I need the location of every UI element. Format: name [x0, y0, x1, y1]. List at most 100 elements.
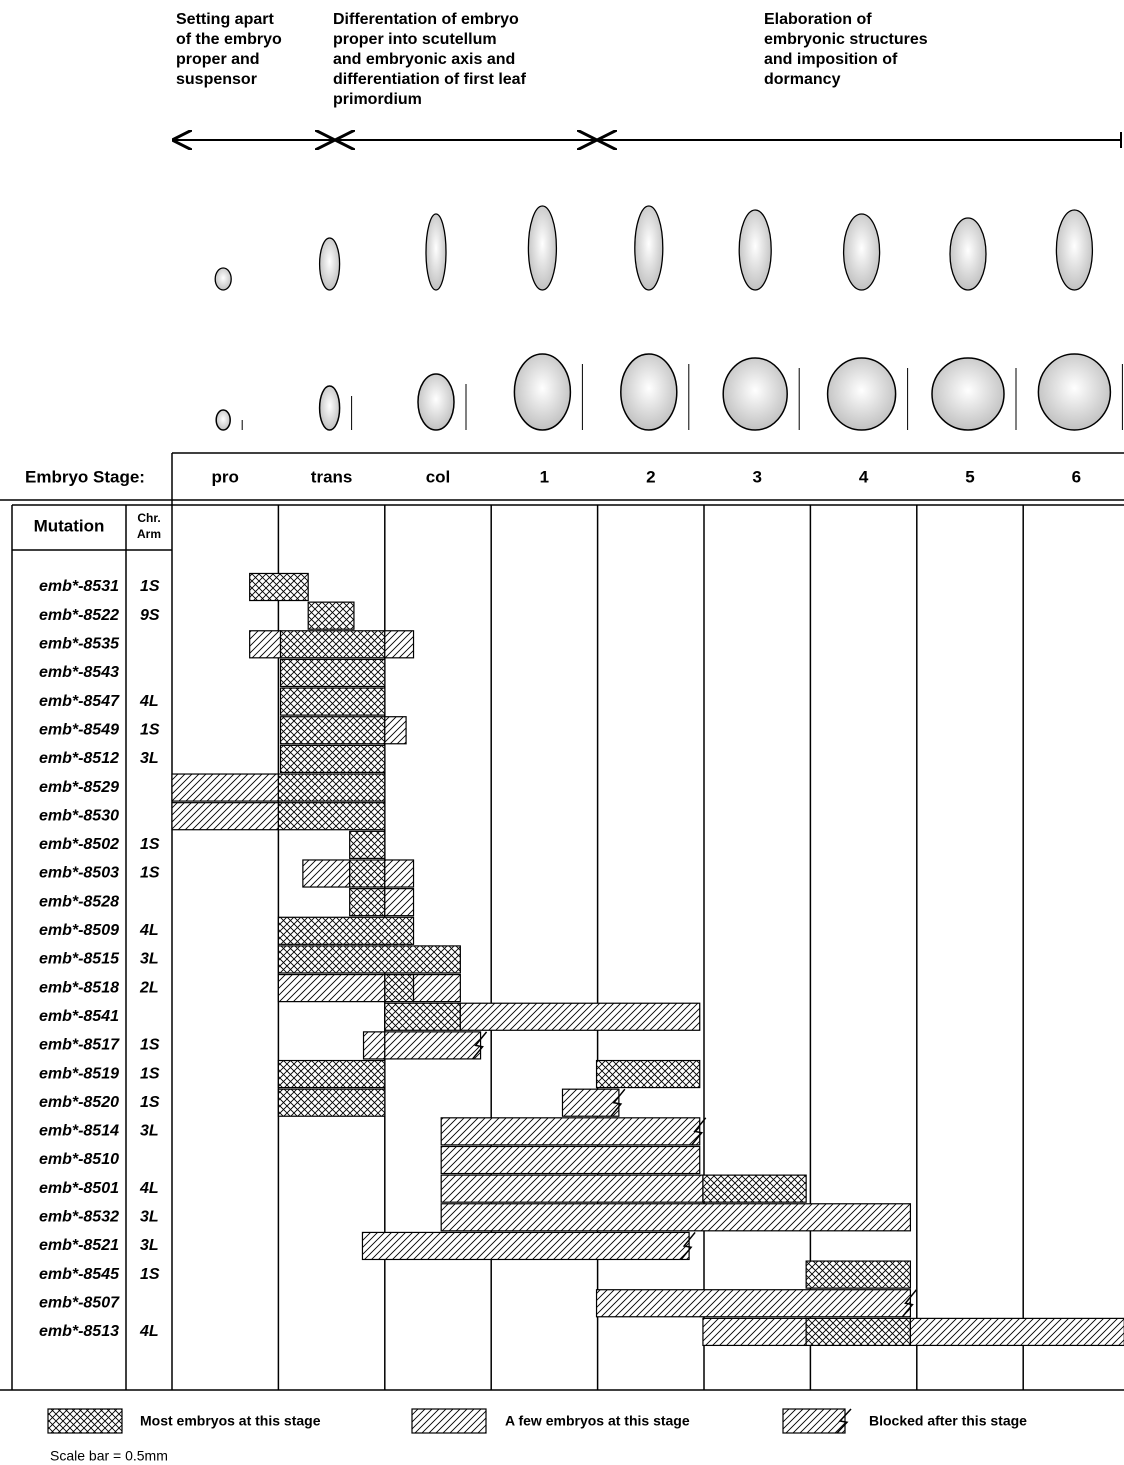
- stage-bar: [250, 573, 309, 600]
- embryo-face: [932, 358, 1004, 430]
- stage-bar: [385, 860, 414, 887]
- stage-name: col: [426, 467, 451, 486]
- mutation-name: emb*-8547: [39, 693, 120, 710]
- stage-bar: [350, 889, 385, 916]
- mutation-name: emb*-8541: [39, 1008, 119, 1025]
- stage-bar: [308, 602, 354, 629]
- chromosome-arm: 1S: [140, 1065, 160, 1082]
- chromosome-arm: 1S: [140, 1094, 160, 1111]
- stage-bar: [281, 717, 385, 744]
- chromosome-arm: 2L: [139, 979, 159, 996]
- stage-bar: [806, 1261, 910, 1288]
- stage-bar: [278, 917, 413, 944]
- mutation-name: emb*-8514: [39, 1123, 119, 1140]
- mutation-name: emb*-8528: [39, 893, 119, 910]
- mutation-name: emb*-8531: [39, 578, 119, 595]
- stage-bar: [278, 1061, 384, 1088]
- chromosome-arm: 1S: [140, 1266, 160, 1283]
- stage-bar: [441, 1175, 703, 1202]
- chromosome-arm: 1S: [140, 1037, 160, 1054]
- mutation-name: emb*-8518: [39, 979, 119, 996]
- embryo-side: [1056, 210, 1092, 290]
- mutation-name: emb*-8501: [39, 1180, 119, 1197]
- chromosome-arm: 3L: [140, 1123, 159, 1140]
- chromosome-arm: 3L: [140, 1209, 159, 1226]
- stage-bar: [806, 1318, 910, 1345]
- mutation-name: emb*-8549: [39, 721, 119, 738]
- embryo-side: [320, 238, 340, 290]
- embryo-face: [1038, 354, 1110, 430]
- legend-swatch: [412, 1409, 486, 1433]
- arm-header: Chr.: [137, 511, 160, 525]
- embryo-side: [426, 214, 446, 290]
- stage-bar: [385, 975, 414, 1002]
- mutation-name: emb*-8530: [39, 807, 119, 824]
- mutation-name: emb*-8503: [39, 865, 119, 882]
- chromosome-arm: 4L: [139, 1323, 159, 1340]
- phase-text: proper into scutellum: [333, 31, 497, 48]
- legend-label: A few embryos at this stage: [505, 1413, 690, 1429]
- stage-bar: [362, 1232, 689, 1259]
- embryo-face: [320, 386, 340, 430]
- stage-bar: [281, 688, 385, 715]
- mutation-name: emb*-8509: [39, 922, 119, 939]
- mutation-name: emb*-8513: [39, 1323, 119, 1340]
- embryo-side: [739, 210, 771, 290]
- chromosome-arm: 4L: [139, 922, 159, 939]
- stage-bar: [350, 860, 385, 887]
- stage-bar: [250, 631, 281, 658]
- stage-name: trans: [311, 467, 353, 486]
- stage-bar: [385, 1003, 461, 1030]
- chromosome-arm: 1S: [140, 865, 160, 882]
- phase-text: primordium: [333, 91, 422, 108]
- mutation-name: emb*-8545: [39, 1266, 120, 1283]
- stage-bar: [281, 631, 385, 658]
- stage-bar: [385, 631, 414, 658]
- stage-bar: [385, 1032, 481, 1059]
- phase-text: of the embryo: [176, 31, 282, 48]
- stage-bar: [278, 774, 384, 801]
- stage-bar: [414, 975, 461, 1002]
- stage-bar: [281, 659, 385, 686]
- embryo-face: [418, 374, 454, 430]
- embryo-side: [635, 206, 663, 290]
- mutation-name: emb*-8519: [39, 1065, 119, 1082]
- mutation-name: emb*-8521: [39, 1237, 119, 1254]
- stage-bar: [703, 1318, 806, 1345]
- chromosome-arm: 4L: [139, 1180, 159, 1197]
- scale-note: Scale bar = 0.5mm: [50, 1448, 168, 1464]
- embryo-face: [621, 354, 677, 430]
- stage-bar: [597, 1290, 911, 1317]
- stage-name: 3: [752, 467, 761, 486]
- stage-name: pro: [212, 467, 239, 486]
- stage-bar: [172, 774, 278, 801]
- mutation-name: emb*-8535: [39, 636, 120, 653]
- embryo-face: [828, 358, 896, 430]
- phase-text: embryonic structures: [764, 31, 928, 48]
- legend-swatch: [783, 1409, 845, 1433]
- mutation-name: emb*-8502: [39, 836, 119, 853]
- stage-bar: [172, 803, 278, 830]
- stage-name: 1: [540, 467, 549, 486]
- stage-bar: [441, 1146, 700, 1173]
- stage-name: 5: [965, 467, 974, 486]
- chromosome-arm: 4L: [139, 693, 159, 710]
- stage-bar: [441, 1118, 700, 1145]
- embryo-face: [514, 354, 570, 430]
- stage-bar: [278, 1089, 384, 1116]
- chromosome-arm: 3L: [140, 951, 159, 968]
- mutation-name: emb*-8507: [39, 1294, 120, 1311]
- arm-header: Arm: [137, 527, 161, 541]
- mutation-name: emb*-8529: [39, 779, 119, 796]
- mutation-header: Mutation: [34, 516, 105, 535]
- stage-label: Embryo Stage:: [25, 467, 145, 486]
- mutation-name: emb*-8543: [39, 664, 119, 681]
- stage-bar: [278, 946, 460, 973]
- mutation-name: emb*-8532: [39, 1209, 119, 1226]
- mutation-name: emb*-8522: [39, 607, 119, 624]
- stage-bar: [385, 717, 406, 744]
- embryo-face: [723, 358, 787, 430]
- mutation-name: emb*-8510: [39, 1151, 119, 1168]
- mutation-name: emb*-8515: [39, 951, 120, 968]
- stage-bar: [281, 745, 385, 772]
